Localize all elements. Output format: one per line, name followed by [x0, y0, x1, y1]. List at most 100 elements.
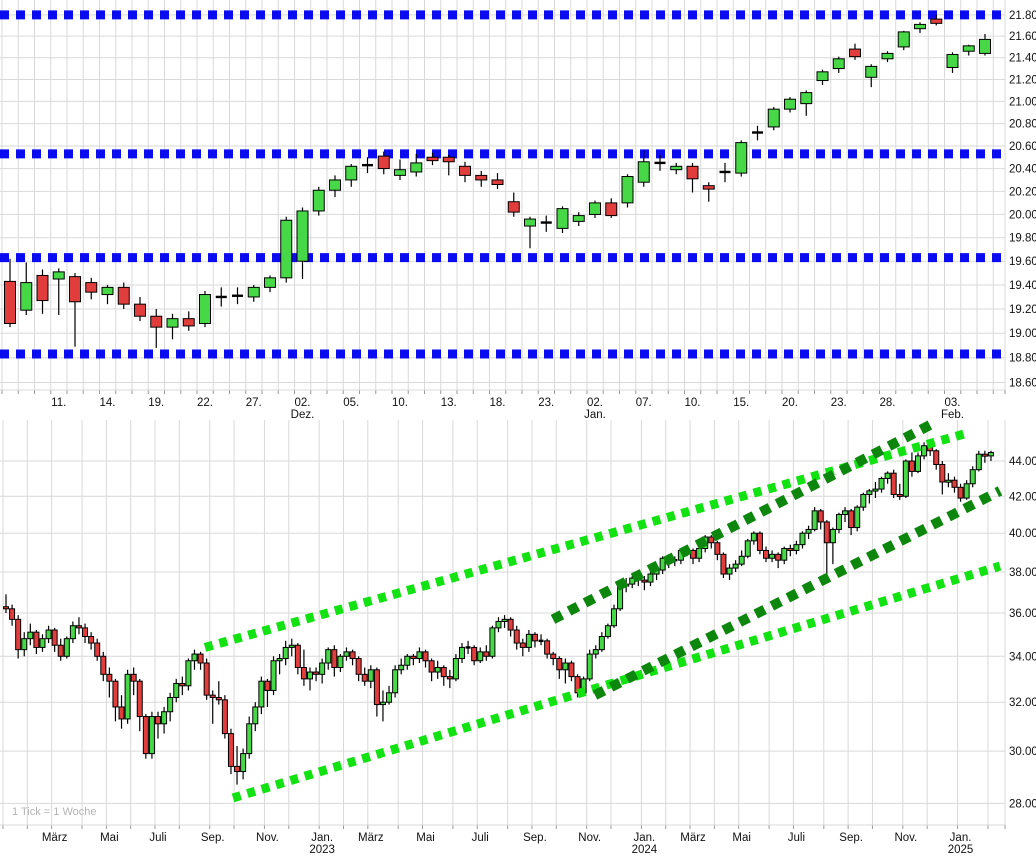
y-axis-label: 40.000	[1009, 528, 1036, 540]
candle	[215, 287, 227, 307]
candle	[491, 173, 504, 190]
candle	[489, 625, 496, 659]
candle	[979, 34, 991, 56]
candle	[501, 615, 508, 628]
candle	[531, 632, 538, 648]
candle	[394, 159, 406, 180]
x-axis-label: Mai	[416, 832, 435, 844]
candle	[540, 215, 552, 232]
x-axis-label: Mai	[732, 832, 751, 844]
candle	[33, 630, 40, 655]
candle	[647, 572, 654, 587]
candle	[756, 531, 763, 555]
candle	[442, 154, 455, 176]
candle	[307, 667, 313, 691]
candle	[744, 538, 751, 559]
candle	[15, 615, 22, 659]
y-axis-label: 19.800	[1009, 233, 1036, 245]
candle	[276, 654, 283, 675]
candle	[337, 654, 344, 673]
candle	[166, 313, 179, 340]
x-axis-label: Juli	[149, 832, 166, 844]
candle	[27, 623, 34, 646]
candle	[513, 625, 520, 650]
candle	[39, 634, 46, 652]
candle	[793, 540, 800, 555]
candle	[769, 550, 776, 563]
candle	[507, 192, 520, 217]
y-axis-label: 32.000	[1009, 697, 1036, 709]
candle	[191, 649, 198, 670]
x-axis-label: 27.	[246, 397, 262, 409]
candle	[331, 645, 338, 677]
candle	[800, 90, 813, 116]
candle	[203, 658, 210, 700]
y-axis-label: 21.400	[1009, 53, 1036, 65]
candle	[720, 552, 727, 579]
x-axis-label: Sep.	[839, 832, 863, 844]
y-axis-label: 21.200	[1009, 74, 1036, 86]
candle	[234, 746, 241, 785]
x-axis-label: Nov.	[578, 832, 601, 844]
trend-channel-line	[231, 561, 1002, 803]
candle	[117, 282, 130, 309]
candle	[240, 748, 247, 780]
x-axis-label: März	[42, 832, 68, 844]
candle	[45, 625, 52, 644]
candle	[865, 64, 878, 88]
candle	[975, 450, 982, 472]
candle	[197, 651, 204, 670]
candle	[866, 489, 873, 504]
candle	[69, 621, 76, 644]
y-axis-label: 20.200	[1009, 186, 1036, 198]
x-axis-label: 10.	[685, 397, 701, 409]
y-axis-label: 44.000	[1009, 456, 1036, 468]
x-axis-label: 10.	[392, 397, 408, 409]
candle	[524, 216, 536, 249]
x-axis-label: Nov.	[894, 832, 917, 844]
x-axis-label: 23.	[538, 397, 554, 409]
candle	[471, 645, 478, 666]
candle	[799, 531, 806, 549]
candle	[410, 153, 423, 177]
y-axis-label: 18.800	[1009, 353, 1036, 365]
candle	[775, 552, 782, 569]
candle	[434, 660, 441, 679]
candle	[621, 174, 634, 208]
candle	[296, 207, 309, 280]
candle	[155, 711, 161, 739]
candle	[199, 290, 211, 328]
candle	[355, 656, 362, 682]
candle	[452, 654, 459, 682]
candle	[637, 150, 650, 187]
candle	[969, 466, 976, 488]
candle	[459, 643, 465, 664]
candle	[987, 450, 994, 462]
candle	[732, 560, 739, 573]
daily-candlestick-chart: 21.800 21.600 21.400 21.200 21.000 20.800 20.6…	[0, 0, 1036, 421]
candle	[690, 548, 697, 565]
candle	[842, 507, 849, 522]
candle	[817, 508, 824, 530]
candle	[134, 296, 146, 322]
candle	[288, 638, 295, 657]
x-axis-label: 02.	[295, 397, 311, 409]
candle	[373, 667, 380, 717]
candle	[4, 258, 16, 328]
x-axis-label-line2: Feb.	[941, 409, 964, 421]
candle	[752, 125, 763, 141]
x-axis-label-line2: 2024	[632, 844, 658, 856]
candle	[562, 658, 569, 684]
candle	[142, 714, 149, 759]
x-axis-label: 07.	[636, 397, 652, 409]
candle	[881, 51, 894, 63]
y-axis-label: 30.000	[1009, 746, 1036, 758]
candle	[136, 678, 143, 732]
x-axis-label: 02.	[587, 397, 603, 409]
candle	[264, 678, 271, 707]
candle	[811, 507, 818, 532]
candle	[161, 706, 168, 734]
candle	[914, 22, 926, 33]
candle	[100, 651, 107, 682]
candle	[329, 175, 341, 198]
